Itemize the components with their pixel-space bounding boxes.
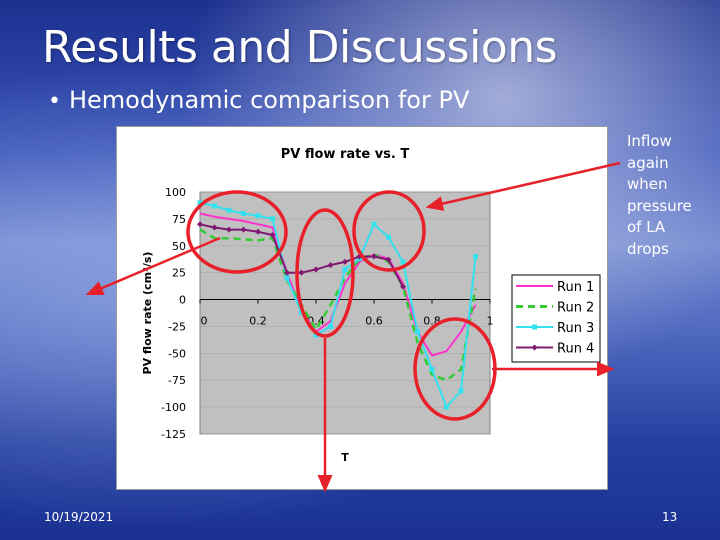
data-point (241, 211, 246, 217)
y-tick-label: -50 (168, 347, 186, 360)
chart-panel: 100 75 50 25 0 -25 -50 -75 -100 -125 0 0.2 0.4 0.6 0.8… (116, 126, 608, 490)
data-point (474, 304, 476, 306)
data-point (415, 329, 420, 335)
data-point (460, 368, 462, 370)
data-point (242, 238, 244, 240)
bullet-item: • Hemodynamic comparison for PV (48, 86, 469, 114)
data-point (228, 237, 230, 239)
y-tick-label: -25 (168, 320, 186, 333)
data-point (300, 304, 302, 306)
y-tick-label: -100 (161, 401, 186, 414)
data-point (386, 234, 391, 240)
data-point (445, 379, 447, 381)
data-point (315, 328, 317, 330)
data-point (257, 223, 259, 225)
data-point (329, 304, 331, 306)
y-tick-label: 100 (165, 186, 186, 199)
y-tick-label: 0 (179, 294, 186, 307)
legend-label: Run 1 (557, 280, 594, 295)
x-tick-label: 0 (201, 315, 208, 328)
data-point (242, 220, 244, 222)
data-point (299, 309, 304, 315)
legend-marker (531, 344, 538, 351)
data-point (257, 239, 259, 241)
data-point (328, 323, 333, 329)
y-tick-label: -125 (161, 428, 186, 441)
data-point (213, 237, 215, 239)
data-point (226, 207, 232, 213)
data-point (344, 282, 346, 284)
data-point (431, 354, 433, 356)
legend: Run 1 Run 2 Run 3 Run 4 (511, 274, 601, 363)
data-point (400, 259, 406, 265)
data-point (473, 254, 478, 260)
side-note-line: when (627, 175, 668, 193)
data-point (444, 404, 449, 410)
y-tick-label: -75 (168, 374, 186, 387)
data-point (460, 331, 462, 333)
data-point (199, 212, 201, 214)
data-point (212, 203, 217, 209)
chart-title: PV flow rate vs. T (281, 147, 410, 162)
legend-label: Run 4 (557, 342, 594, 357)
legend-label: Run 2 (557, 301, 594, 316)
slide-title: Results and Discussions (42, 22, 558, 73)
data-point (313, 332, 319, 338)
side-note-line: of LA (627, 218, 666, 236)
data-point (416, 341, 418, 343)
side-note-line: again (627, 153, 669, 172)
x-tick-label: 0.8 (423, 315, 441, 328)
x-tick-label: 0.2 (249, 315, 267, 328)
data-point (429, 366, 435, 372)
data-point (284, 275, 290, 281)
bullet-text: Hemodynamic comparison for PV (68, 86, 470, 114)
side-note-line: Inflow (627, 132, 672, 150)
data-point (344, 277, 346, 279)
data-point (199, 228, 201, 230)
y-tick-label: 75 (172, 213, 186, 226)
x-axis-label: T (341, 451, 349, 464)
bullet-dot-icon: • (48, 89, 61, 114)
side-note: Inflow again when pressure of LA drops (627, 131, 717, 260)
data-point (213, 216, 215, 218)
data-point (371, 221, 377, 227)
y-tick-label: 25 (172, 267, 186, 280)
y-axis-label: PV flow rate (cm³/s) (141, 252, 154, 375)
side-note-line: pressure (627, 196, 692, 215)
footer-date: 10/19/2021 (44, 510, 114, 524)
legend-marker (532, 324, 537, 330)
page-number: 13 (662, 510, 678, 524)
data-point (228, 218, 230, 220)
data-point (400, 283, 406, 290)
data-point (270, 216, 275, 222)
y-tick-label: 50 (172, 240, 186, 253)
data-point (474, 288, 476, 290)
data-point (458, 388, 464, 394)
data-point (197, 200, 203, 206)
data-point (271, 226, 273, 228)
x-tick-label: 0.6 (365, 315, 383, 328)
x-tick-label: 1 (487, 315, 494, 328)
data-point (342, 266, 348, 272)
data-point (255, 213, 261, 219)
data-point (445, 350, 447, 352)
side-note-line: drops (627, 239, 669, 258)
legend-label: Run 3 (557, 321, 594, 336)
